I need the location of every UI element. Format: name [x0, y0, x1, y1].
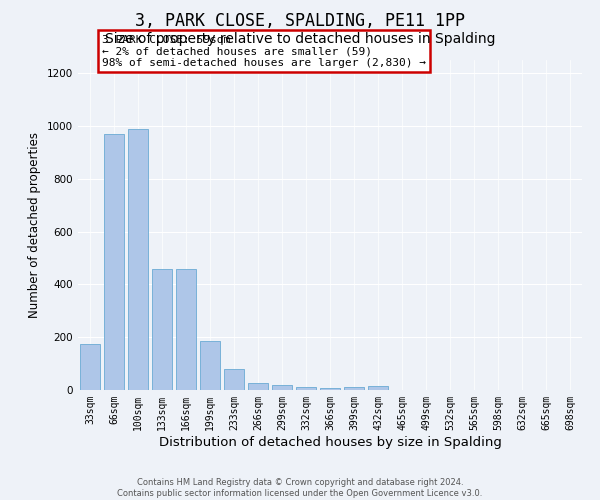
- Bar: [344, 387, 364, 390]
- Bar: [104, 134, 124, 390]
- Bar: [152, 268, 172, 390]
- Text: 3, PARK CLOSE, SPALDING, PE11 1PP: 3, PARK CLOSE, SPALDING, PE11 1PP: [135, 12, 465, 30]
- Y-axis label: Number of detached properties: Number of detached properties: [28, 132, 41, 318]
- Bar: [272, 385, 292, 390]
- Text: Contains HM Land Registry data © Crown copyright and database right 2024.
Contai: Contains HM Land Registry data © Crown c…: [118, 478, 482, 498]
- Text: 3 PARK CLOSE: 59sqm
← 2% of detached houses are smaller (59)
98% of semi-detache: 3 PARK CLOSE: 59sqm ← 2% of detached hou…: [102, 34, 426, 68]
- Text: Size of property relative to detached houses in Spalding: Size of property relative to detached ho…: [105, 32, 495, 46]
- Bar: [368, 386, 388, 390]
- Bar: [80, 344, 100, 390]
- Bar: [248, 384, 268, 390]
- Bar: [224, 369, 244, 390]
- Bar: [296, 387, 316, 390]
- Bar: [128, 128, 148, 390]
- X-axis label: Distribution of detached houses by size in Spalding: Distribution of detached houses by size …: [158, 436, 502, 448]
- Bar: [176, 268, 196, 390]
- Bar: [200, 341, 220, 390]
- Bar: [320, 388, 340, 390]
